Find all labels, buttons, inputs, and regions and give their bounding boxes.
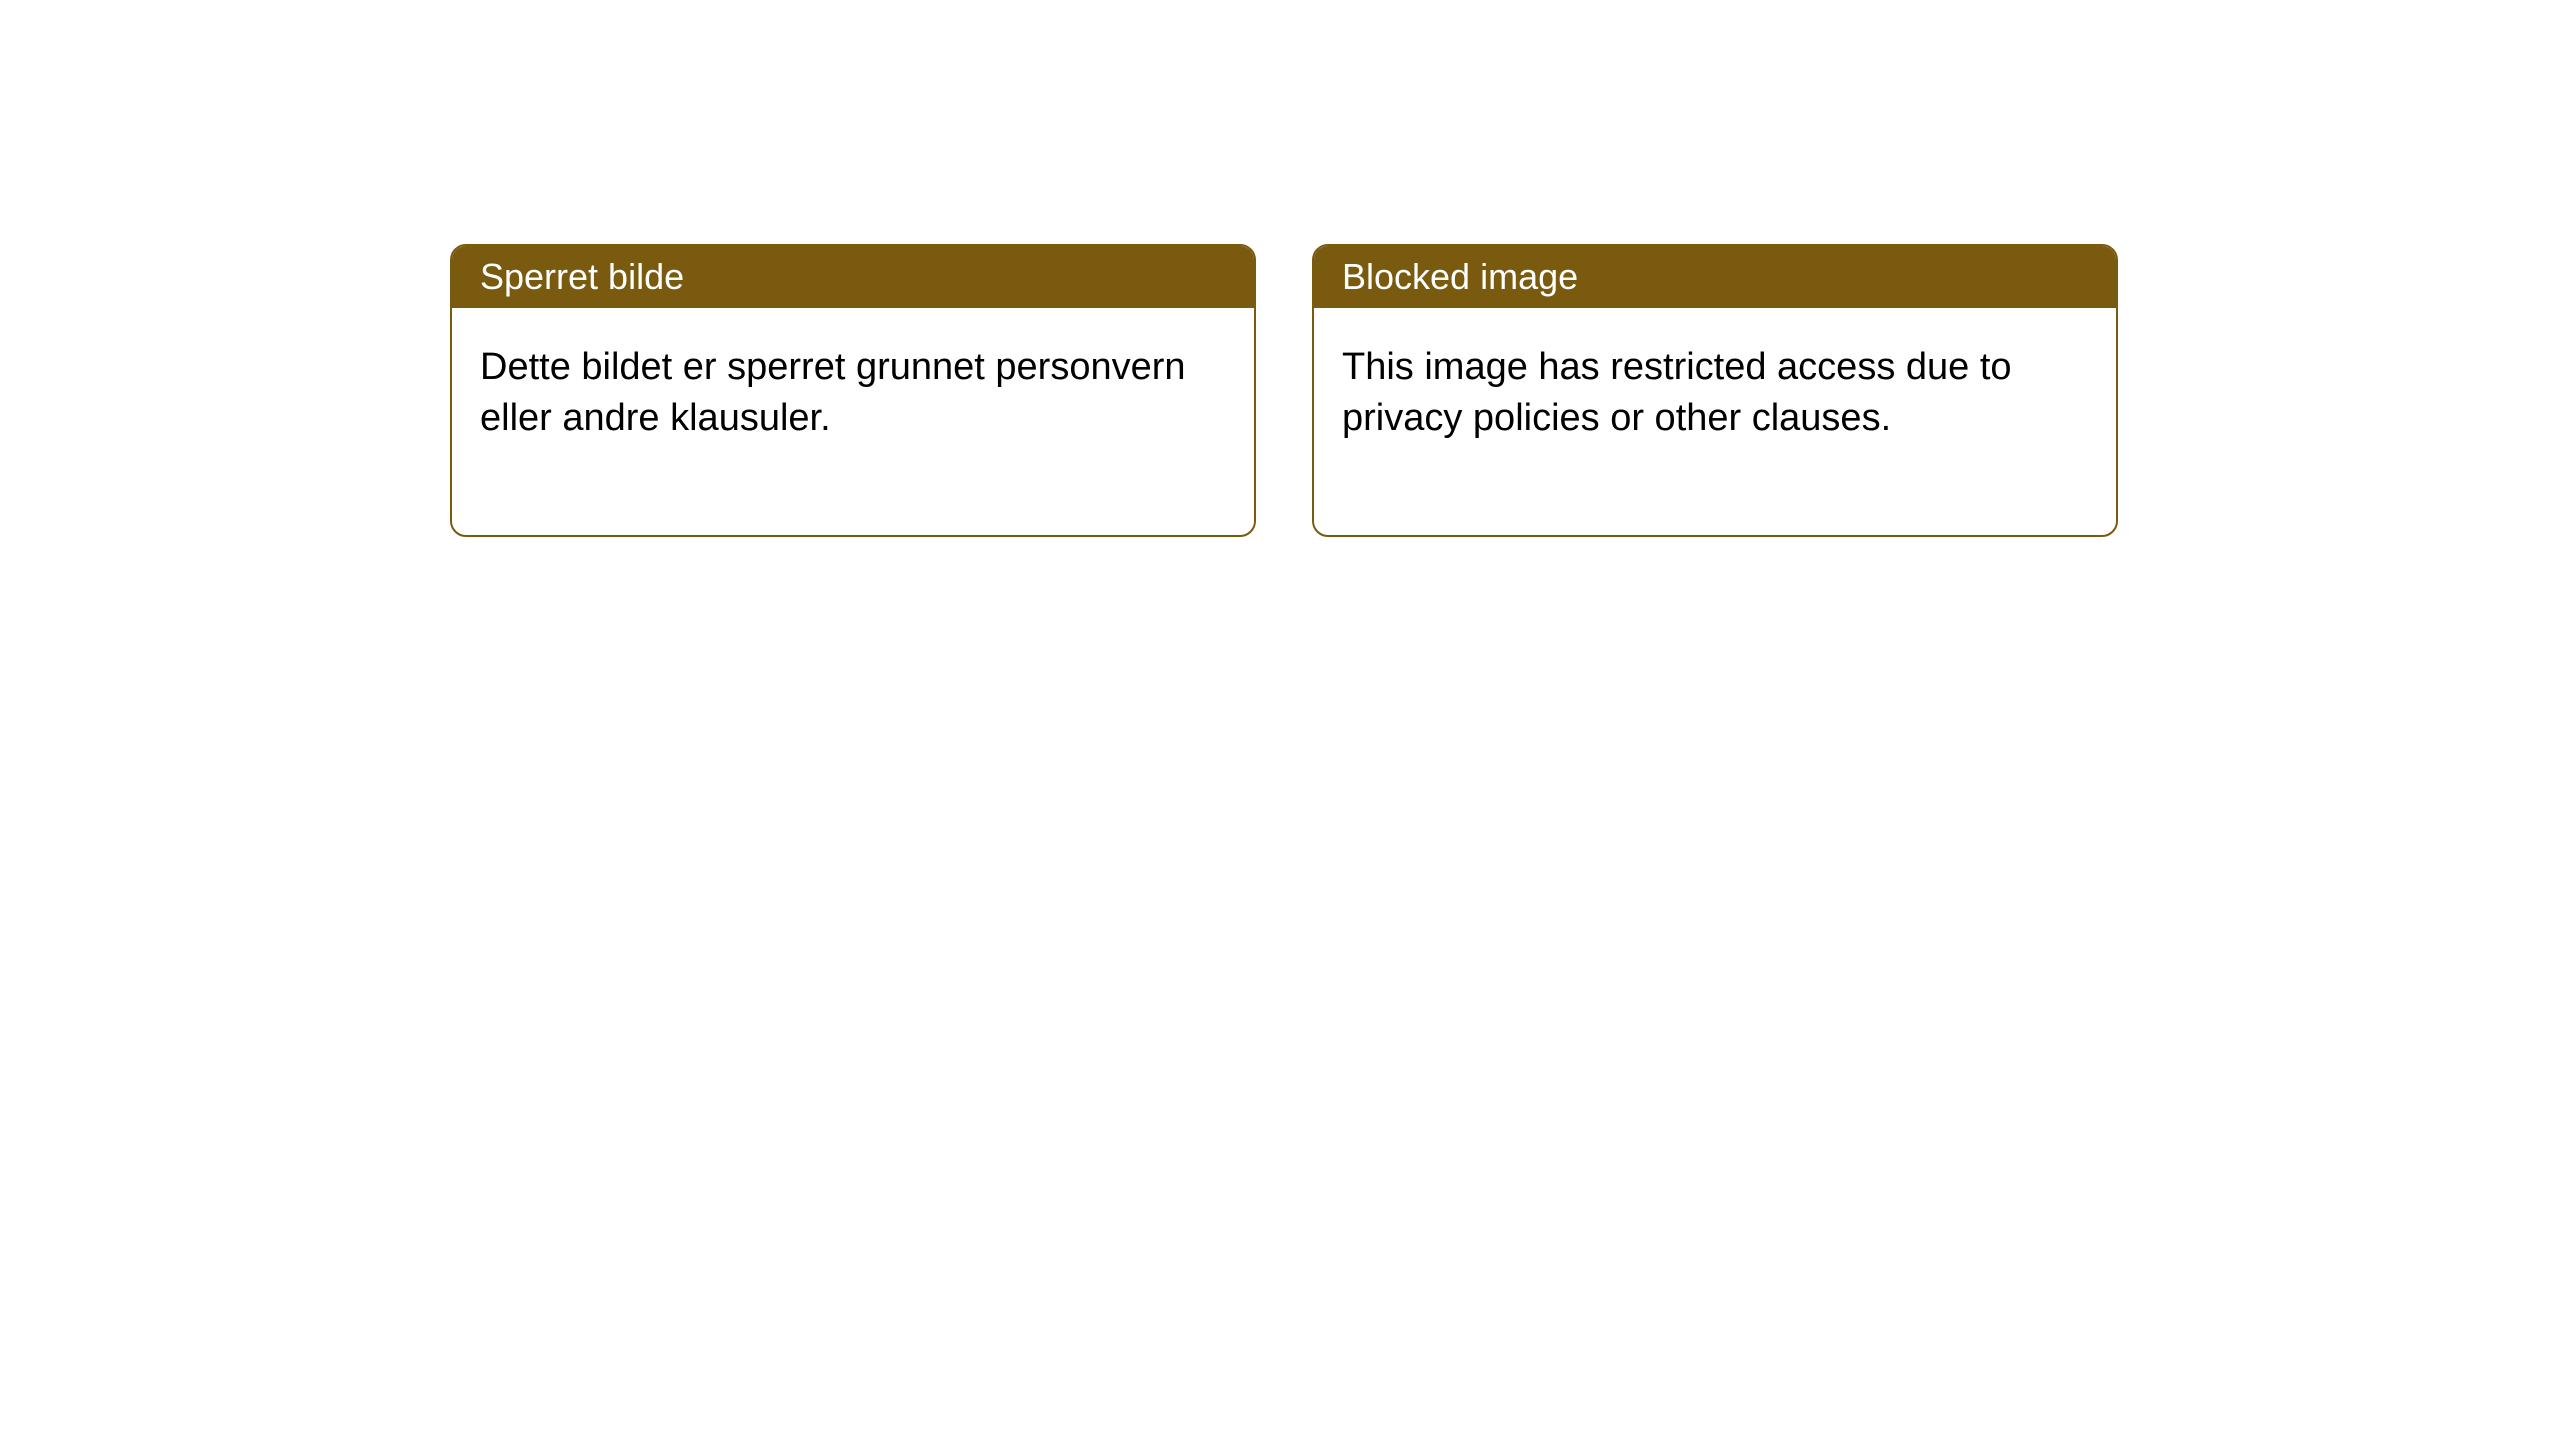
notice-header-english: Blocked image	[1314, 246, 2116, 308]
notice-card-norwegian: Sperret bilde Dette bildet er sperret gr…	[450, 244, 1256, 537]
notice-header-norwegian: Sperret bilde	[452, 246, 1254, 308]
notice-body-norwegian: Dette bildet er sperret grunnet personve…	[452, 308, 1254, 535]
notice-card-english: Blocked image This image has restricted …	[1312, 244, 2118, 537]
notice-container: Sperret bilde Dette bildet er sperret gr…	[0, 0, 2560, 537]
notice-body-english: This image has restricted access due to …	[1314, 308, 2116, 535]
